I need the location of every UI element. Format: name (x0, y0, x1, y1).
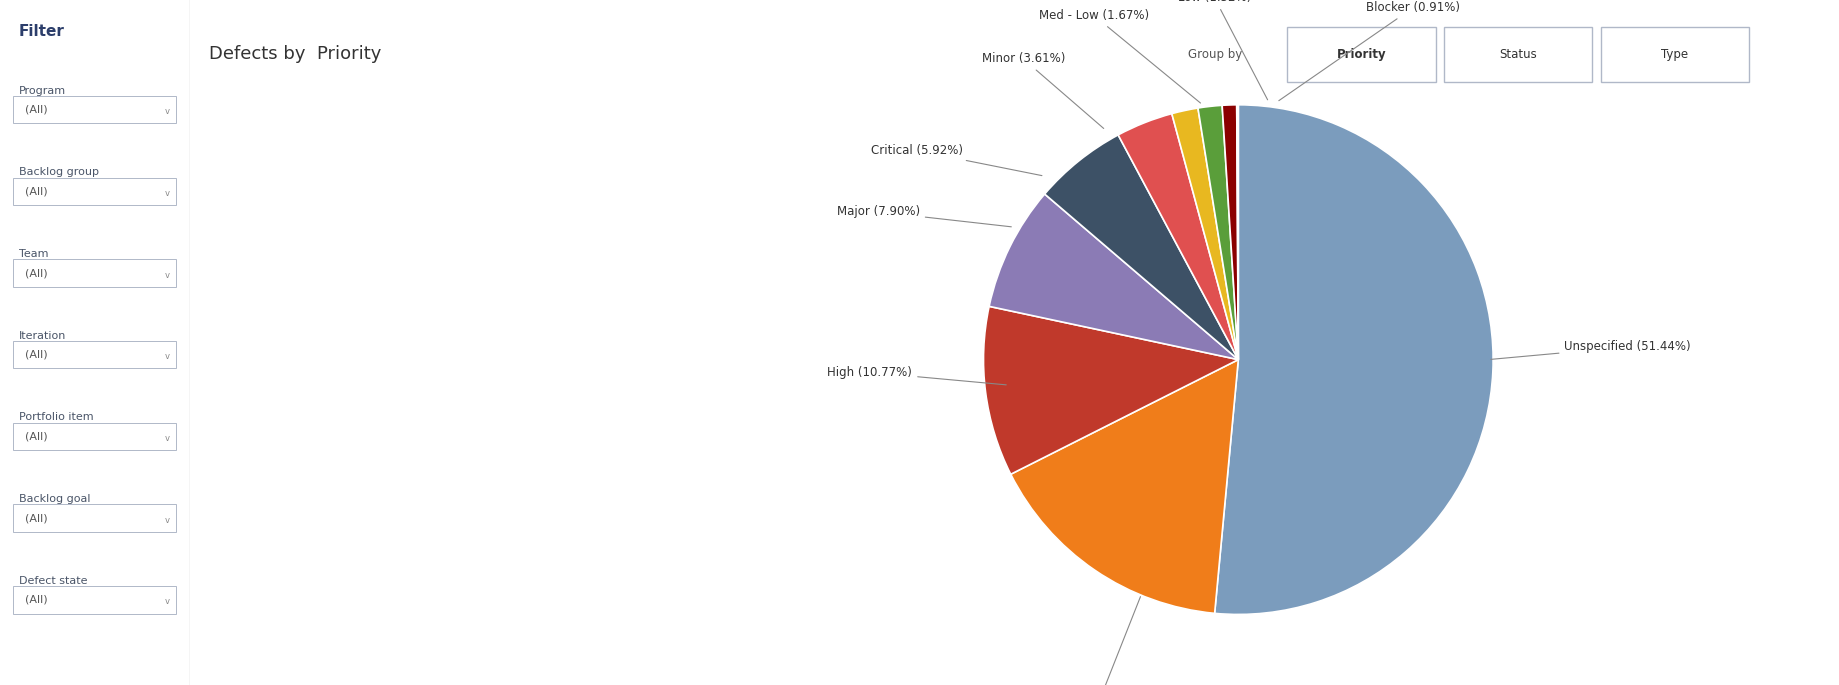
FancyBboxPatch shape (13, 504, 177, 532)
FancyBboxPatch shape (13, 260, 177, 287)
Wedge shape (1171, 108, 1238, 360)
Wedge shape (1221, 105, 1238, 360)
Wedge shape (984, 306, 1238, 474)
Text: (All): (All) (24, 105, 48, 114)
Text: Type: Type (1661, 49, 1688, 61)
Text: Portfolio item: Portfolio item (18, 412, 94, 423)
Wedge shape (1045, 135, 1238, 360)
Text: Team: Team (18, 249, 48, 259)
Text: (All): (All) (24, 432, 48, 441)
Text: ʌ: ʌ (164, 269, 169, 277)
Text: ʌ: ʌ (164, 350, 169, 359)
Text: Defect state: Defect state (18, 576, 88, 586)
Text: ʌ: ʌ (164, 514, 169, 523)
Text: Status: Status (1499, 49, 1536, 61)
Text: (All): (All) (24, 595, 48, 605)
Text: Backlog group: Backlog group (18, 167, 99, 177)
FancyBboxPatch shape (1287, 27, 1434, 82)
Text: (All): (All) (24, 513, 48, 523)
Text: Major (7.90%): Major (7.90%) (837, 206, 1011, 227)
Text: Med - Low (1.67%): Med - Low (1.67%) (1039, 9, 1199, 103)
FancyBboxPatch shape (13, 96, 177, 123)
Wedge shape (1197, 105, 1238, 360)
Text: ʌ: ʌ (164, 187, 169, 196)
Text: Backlog goal: Backlog goal (18, 494, 90, 504)
Text: Priority: Priority (1335, 49, 1385, 61)
Text: High (10.77%): High (10.77%) (828, 366, 1006, 385)
FancyBboxPatch shape (1600, 27, 1749, 82)
Text: Filter: Filter (18, 24, 64, 39)
Text: Medium (16.08%): Medium (16.08%) (1045, 597, 1149, 685)
FancyBboxPatch shape (13, 341, 177, 369)
Text: ʌ: ʌ (164, 595, 169, 604)
Wedge shape (1118, 114, 1238, 360)
Text: Minor (3.61%): Minor (3.61%) (982, 53, 1103, 129)
Text: (All): (All) (24, 186, 48, 197)
Text: (All): (All) (24, 268, 48, 278)
Text: Low (1.52%): Low (1.52%) (1177, 0, 1267, 100)
Text: Critical (5.92%): Critical (5.92%) (870, 144, 1041, 175)
FancyBboxPatch shape (1444, 27, 1591, 82)
Text: Program: Program (18, 86, 66, 96)
Wedge shape (989, 194, 1238, 360)
Text: Unspecified (51.44%): Unspecified (51.44%) (1490, 340, 1690, 360)
FancyBboxPatch shape (13, 177, 177, 205)
Text: ʌ: ʌ (164, 432, 169, 441)
Text: ʌ: ʌ (164, 105, 169, 114)
Text: Iteration: Iteration (18, 331, 66, 340)
Wedge shape (1214, 105, 1491, 614)
Text: Defects by  Priority: Defects by Priority (210, 45, 381, 62)
Text: Blocker (0.91%): Blocker (0.91%) (1278, 1, 1458, 101)
FancyBboxPatch shape (13, 586, 177, 614)
Wedge shape (1010, 360, 1238, 613)
Text: (All): (All) (24, 350, 48, 360)
Text: Group by: Group by (1188, 49, 1241, 61)
FancyBboxPatch shape (13, 423, 177, 450)
